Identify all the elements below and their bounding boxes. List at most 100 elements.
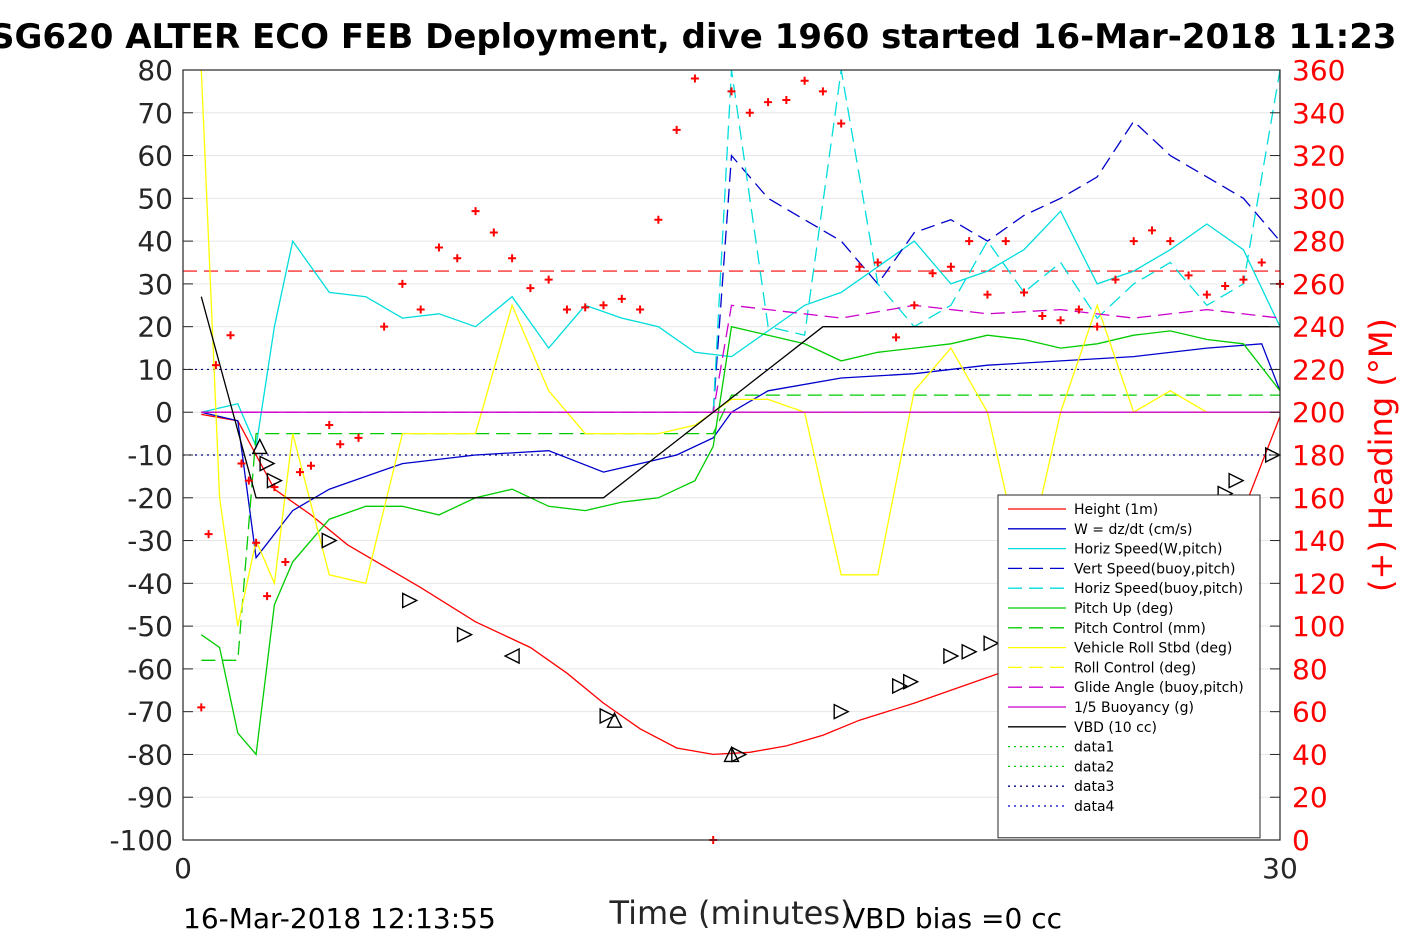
heading-marker xyxy=(837,119,846,128)
triangle-marker xyxy=(1264,446,1282,464)
legend-box xyxy=(997,494,1261,839)
y-right-tick-label: 40 xyxy=(1292,738,1328,771)
series-line xyxy=(200,69,1280,627)
heading-marker xyxy=(306,461,315,470)
legend: Height (1m) W = dz/dt (cm/s) Horiz Speed(W… xyxy=(997,494,1261,839)
legend-label: Pitch Up (deg) xyxy=(1074,601,1173,617)
y-tick-label: 80 xyxy=(137,54,173,87)
series-line xyxy=(201,343,1281,560)
series-line xyxy=(712,120,1281,413)
x-axis-ticks: 0 30 xyxy=(174,852,1298,885)
triangle-marker xyxy=(892,677,909,695)
y-tick-label: 40 xyxy=(137,225,173,258)
heading-marker xyxy=(434,243,443,252)
legend-label: Roll Control (deg) xyxy=(1074,660,1196,676)
heading-marker xyxy=(946,262,955,271)
y-right-tick-label: 160 xyxy=(1292,482,1345,515)
heading-marker xyxy=(336,440,345,449)
y-right-tick-label: 20 xyxy=(1292,781,1328,814)
legend-label: Horiz Speed(buoy,pitch) xyxy=(1074,581,1243,597)
heading-marker xyxy=(745,108,754,117)
legend-label: data2 xyxy=(1074,759,1114,775)
heading-marker xyxy=(244,476,253,485)
triangle-marker xyxy=(1228,472,1245,489)
y-tick-label: -70 xyxy=(127,696,173,729)
heading-marker xyxy=(892,333,901,342)
heading-marker xyxy=(928,269,937,278)
y-right-tick-label: 200 xyxy=(1292,396,1345,429)
triangle-marker xyxy=(833,703,850,720)
heading-marker xyxy=(727,87,736,96)
heading-marker xyxy=(296,468,305,477)
heading-marker xyxy=(1166,237,1175,246)
y-axis-left-ticks: 80 70 60 50 40 30 20 10 0 -10 -20 -30 -40 -50 -60 -70 -8… xyxy=(109,54,193,857)
heading-marker xyxy=(226,331,235,340)
y-tick-label: -40 xyxy=(127,567,173,600)
heading-marker xyxy=(855,262,864,271)
heading-marker xyxy=(354,433,363,442)
heading-marker xyxy=(1257,258,1266,267)
heading-marker xyxy=(764,98,773,107)
y-tick-label: -30 xyxy=(127,525,173,558)
y-tick-label: -10 xyxy=(127,439,173,472)
legend-label: 1/5 Buoyancy (g) xyxy=(1074,700,1194,716)
heading-marker xyxy=(562,305,571,314)
heading-marker xyxy=(965,237,974,246)
y-tick-label: -60 xyxy=(127,653,173,686)
series-line xyxy=(712,69,1281,413)
y-right-tick-label: 180 xyxy=(1292,439,1345,472)
triangle-marker xyxy=(943,647,960,665)
heading-marker xyxy=(782,95,791,104)
footer-vbd-bias: VBD bias =0 cc xyxy=(846,902,1062,935)
y-right-tick-label: 280 xyxy=(1292,225,1345,258)
legend-label: Glide Angle (buoy,pitch) xyxy=(1074,680,1244,696)
x-tick-label: 0 xyxy=(174,852,192,885)
footer-timestamp: 16-Mar-2018 12:13:55 xyxy=(183,902,496,935)
triangle-marker xyxy=(456,626,474,643)
x-tick-label: 30 xyxy=(1262,852,1298,885)
heading-marker xyxy=(263,592,272,601)
heading-marker xyxy=(1239,275,1248,284)
y-tick-label: -20 xyxy=(127,482,173,515)
legend-label: Height (1m) xyxy=(1074,502,1158,518)
y-tick-label: 50 xyxy=(137,182,173,215)
y-right-tick-label: 220 xyxy=(1292,353,1345,386)
legend-label: W = dz/dt (cm/s) xyxy=(1074,522,1193,538)
heading-marker xyxy=(237,459,246,468)
triangle-marker xyxy=(961,643,978,660)
heading-marker xyxy=(544,275,553,284)
series-line xyxy=(201,210,1281,449)
legend-label: data4 xyxy=(1074,799,1115,815)
heading-marker xyxy=(204,530,213,539)
triangle-marker xyxy=(902,673,920,690)
y-axis-right-label: (+) Heading (°M) xyxy=(1362,318,1400,592)
heading-marker xyxy=(1202,290,1211,299)
y-tick-label: 10 xyxy=(137,353,173,386)
series-line xyxy=(200,296,1280,499)
heading-marker xyxy=(398,279,407,288)
y-tick-label: -100 xyxy=(109,824,173,857)
heading-marker xyxy=(910,301,919,310)
heading-marker xyxy=(453,254,462,263)
heading-marker xyxy=(508,254,517,263)
heading-marker xyxy=(1001,237,1010,246)
y-right-tick-label: 0 xyxy=(1292,824,1310,857)
y-tick-label: 70 xyxy=(137,97,173,130)
y-tick-label: -50 xyxy=(127,610,173,643)
y-right-tick-label: 80 xyxy=(1292,653,1328,686)
legend-label: Pitch Control (mm) xyxy=(1074,621,1206,637)
heading-marker xyxy=(252,538,261,547)
y-right-tick-label: 140 xyxy=(1292,525,1345,558)
y-right-tick-label: 360 xyxy=(1292,54,1345,87)
y-right-tick-label: 300 xyxy=(1292,182,1345,215)
y-tick-label: -90 xyxy=(127,781,173,814)
heading-marker xyxy=(1221,282,1230,291)
heading-marker xyxy=(873,258,882,267)
heading-marker xyxy=(471,207,480,216)
heading-marker xyxy=(325,421,334,430)
triangle-marker xyxy=(503,647,520,665)
y-right-tick-label: 260 xyxy=(1292,268,1345,301)
heading-marker xyxy=(1020,288,1029,297)
heading-marker xyxy=(1184,271,1193,280)
heading-marker xyxy=(1056,316,1065,325)
